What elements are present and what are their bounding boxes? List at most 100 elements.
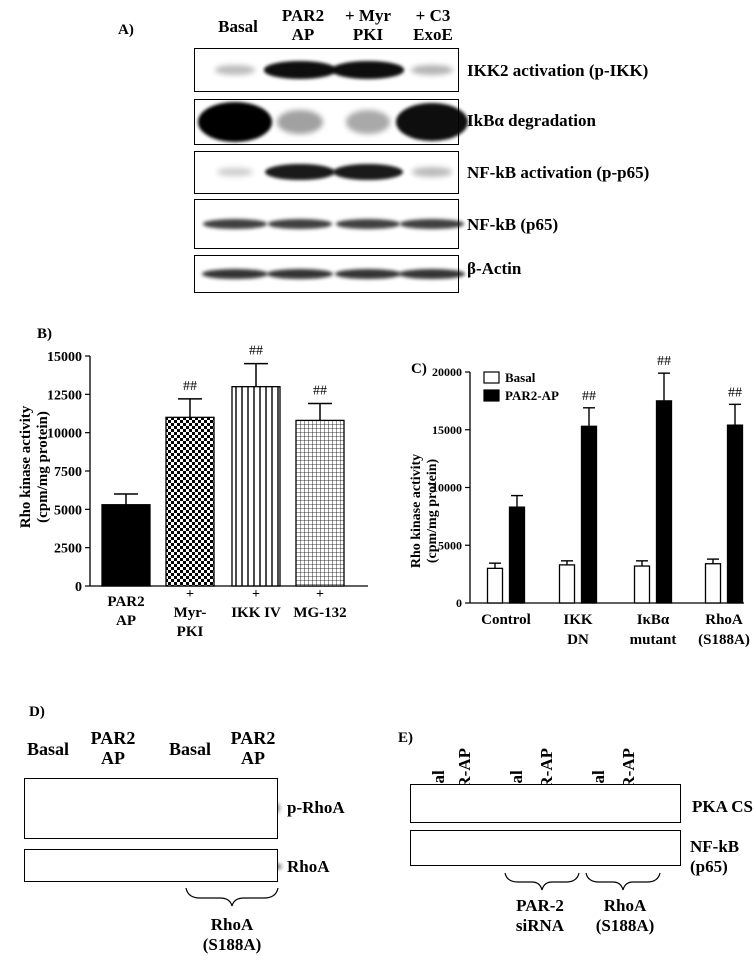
- x-label: +: [252, 587, 260, 602]
- y-tick-label: 15000: [432, 423, 462, 437]
- significance-label: ##: [582, 389, 596, 404]
- blot-band: [336, 219, 400, 229]
- bar: [101, 504, 151, 587]
- blot-band: [400, 219, 464, 229]
- bar: [704, 563, 722, 604]
- bar: [165, 416, 215, 587]
- x-label: mutant: [630, 632, 677, 648]
- lane-label: PAR2 AP: [90, 728, 136, 768]
- bar: [486, 567, 504, 604]
- bracket-label: PAR-2 siRNA: [515, 896, 565, 935]
- y-tick-label: 20000: [432, 365, 462, 379]
- lane-label: PAR2 AP: [281, 6, 325, 44]
- blot-label: IKK2 activation (p-IKK): [467, 61, 649, 80]
- x-label: Control: [481, 612, 531, 628]
- x-label: +: [186, 587, 194, 602]
- blot-label: NF-kB activation (p-p65): [467, 163, 650, 182]
- panel-e-label: E): [398, 730, 413, 746]
- y-tick-label: 10000: [432, 481, 462, 495]
- blot-band: [333, 163, 403, 181]
- lane-label: + C3 ExoE: [413, 6, 453, 44]
- blot-band: [217, 167, 253, 177]
- y-tick-label: 7500: [54, 465, 82, 480]
- x-label: DN: [567, 632, 589, 648]
- blot-band: [332, 61, 404, 79]
- blot-band: [396, 102, 468, 142]
- panel-b-label: B): [37, 326, 52, 342]
- bar: [231, 386, 281, 587]
- lane-label: Basal: [218, 17, 258, 36]
- blot-band: [264, 61, 336, 79]
- legend-label: PAR2-AP: [505, 388, 559, 403]
- x-label: Myr-: [174, 605, 207, 621]
- significance-label: ##: [183, 379, 197, 394]
- lane-label: Basal: [26, 739, 69, 759]
- legend-label: Basal: [505, 370, 536, 385]
- blot-band: [346, 110, 390, 134]
- legend-swatch: [483, 389, 500, 402]
- y-tick-label: 12500: [47, 388, 82, 403]
- x-label: PKI: [177, 624, 204, 640]
- blot-band: [267, 269, 333, 279]
- blot-label: RhoA: [287, 857, 330, 876]
- bar: [655, 400, 673, 604]
- panel-c-label: C): [411, 361, 427, 377]
- blot-band: [268, 219, 332, 229]
- x-label: IκBα: [637, 612, 670, 628]
- bar: [508, 506, 526, 604]
- y-tick-label: 0: [75, 580, 82, 595]
- y-tick-label: 5000: [54, 503, 82, 518]
- blot-band: [335, 269, 401, 279]
- x-label: (S188A): [698, 632, 750, 648]
- bracket-label: RhoA (S188A): [202, 915, 262, 954]
- x-label: MG-132: [293, 605, 346, 621]
- panel-d-label: D): [29, 704, 45, 720]
- blot-label: NF-kB (p65): [690, 837, 740, 876]
- blot-row-prhoa: [24, 778, 278, 839]
- bracket-label: RhoA (S188A): [595, 896, 655, 935]
- panel-a-label: A): [118, 22, 134, 38]
- y-tick-label: 2500: [54, 542, 82, 557]
- y-tick-label: 0: [456, 596, 462, 610]
- blot-band: [277, 109, 323, 135]
- blot-label: p-RhoA: [287, 798, 345, 817]
- x-label: PAR2: [107, 594, 144, 610]
- blot-row-nfkb: [410, 830, 681, 866]
- blot-label: PKA CS: [692, 797, 753, 816]
- blot-band: [215, 65, 255, 75]
- bar: [580, 425, 598, 604]
- bar: [726, 424, 744, 604]
- blot-band: [198, 102, 272, 142]
- lane-label: PAR2 AP: [230, 728, 276, 768]
- y-tick-label: 15000: [47, 350, 82, 365]
- y-tick-label: 5000: [438, 538, 462, 552]
- blot-label: NF-kB (p65): [467, 215, 559, 234]
- bar: [558, 564, 576, 604]
- blot-row-pkacs: [410, 784, 681, 823]
- significance-label: ##: [728, 385, 742, 400]
- significance-label: ##: [313, 384, 327, 399]
- blot-row-rhoa: [24, 849, 278, 882]
- x-label: IKK: [563, 612, 593, 628]
- significance-label: ##: [657, 354, 671, 369]
- lane-label: Basal: [168, 739, 211, 759]
- blot-label: IkBα degradation: [467, 111, 596, 130]
- blot-band: [203, 219, 267, 229]
- lane-label: + Myr PKI: [344, 6, 392, 44]
- blot-band: [399, 269, 465, 279]
- blot-band: [202, 269, 268, 279]
- x-label: AP: [116, 613, 136, 629]
- bar: [633, 565, 651, 604]
- blot-label: β-Actin: [467, 259, 522, 278]
- blot-band: [265, 163, 335, 181]
- significance-label: ##: [249, 344, 263, 359]
- y-tick-label: 10000: [47, 427, 82, 442]
- x-label: RhoA: [705, 612, 743, 628]
- blot-band: [412, 167, 452, 177]
- legend-swatch: [483, 371, 500, 384]
- x-label: +: [316, 587, 324, 602]
